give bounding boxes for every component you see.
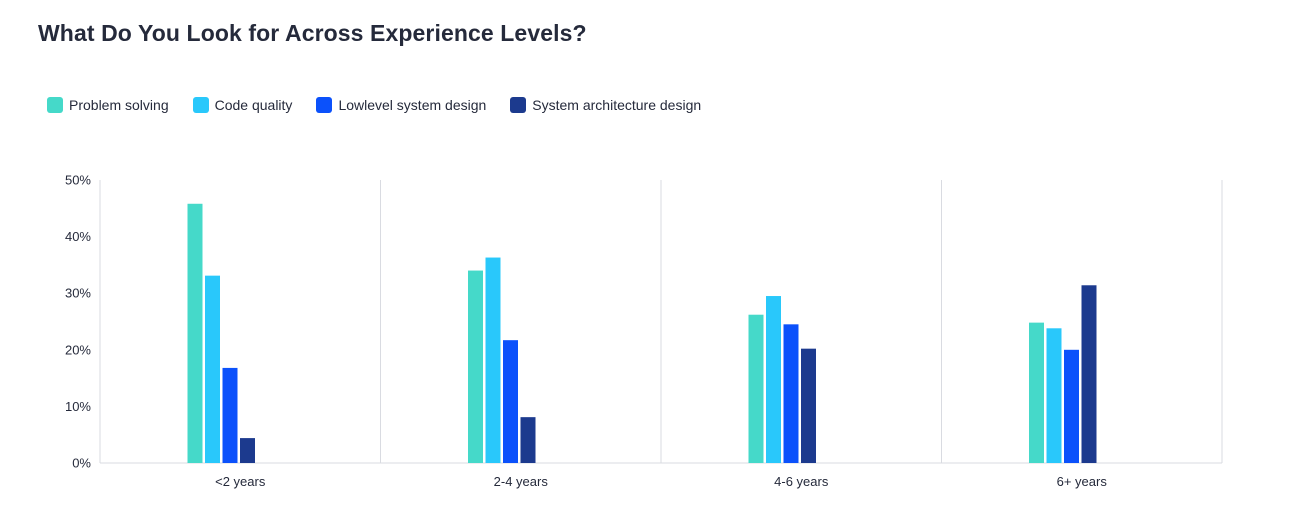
bar[interactable]: System architecture design — 4-6 years: … (801, 348, 816, 463)
bar[interactable]: Code quality — 6+ years: 23.8% (1046, 328, 1062, 463)
bar[interactable]: Problem solving — 4-6 years: 26.2% (748, 314, 764, 463)
bar[interactable]: System architecture design — 6+ years: 3… (1081, 285, 1097, 463)
legend-swatch-code-quality (192, 97, 209, 113)
x-tick-label: 4-6 years (774, 474, 829, 489)
y-tick-label: 50% (65, 173, 91, 188)
x-tick-label: 6+ years (1057, 474, 1108, 489)
legend-swatch-system-architecture-design (510, 97, 527, 113)
legend-label-system-architecture-design: System architecture design (532, 97, 702, 113)
bar[interactable]: Code quality — <2 years: 33.1% (205, 275, 220, 463)
bar[interactable]: Lowlevel system design — 6+ years: 20% (1064, 349, 1079, 463)
bar[interactable]: Lowlevel system design — <2 years: 16.8% (222, 367, 238, 463)
bar[interactable]: Lowlevel system design — 4-6 years: 24.5… (783, 324, 799, 463)
legend-label-code-quality: Code quality (214, 97, 293, 113)
chart-title: What Do You Look for Across Experience L… (38, 20, 587, 46)
legend-swatch-lowlevel-system-design (316, 97, 333, 113)
chart-legend: Problem solving Code quality Lowlevel sy… (47, 97, 725, 113)
legend-item-code-quality[interactable]: Code quality (192, 97, 293, 113)
bar[interactable]: Lowlevel system design — 2-4 years: 21.7… (503, 340, 518, 463)
bar[interactable]: Code quality — 2-4 years: 36.3% (485, 257, 501, 463)
y-tick-label: 40% (65, 229, 91, 244)
legend-label-lowlevel-system-design: Lowlevel system design (338, 97, 487, 113)
x-tick-label: 2-4 years (494, 474, 549, 489)
y-tick-label: 10% (65, 399, 91, 414)
legend-swatch-problem-solving (47, 97, 63, 113)
legend-item-problem-solving[interactable]: Problem solving (47, 97, 169, 113)
y-tick-label: 30% (65, 286, 91, 301)
bar[interactable]: Problem solving — 6+ years: 24.8% (1029, 322, 1044, 463)
legend-item-lowlevel-system-design[interactable]: Lowlevel system design (316, 97, 486, 113)
legend-item-system-architecture-design[interactable]: System architecture design (510, 97, 701, 113)
bar[interactable]: Code quality — 4-6 years: 29.5% (766, 296, 781, 463)
y-tick-label: 0% (72, 456, 91, 471)
x-tick-label: <2 years (215, 474, 266, 489)
bar[interactable]: System architecture design — 2-4 years: … (520, 417, 536, 463)
bar[interactable]: System architecture design — <2 years: 4… (240, 438, 255, 463)
bar[interactable]: Problem solving — 2-4 years: 34% (468, 270, 483, 463)
legend-label-problem-solving: Problem solving (69, 97, 169, 113)
y-tick-label: 20% (65, 342, 91, 357)
bar[interactable]: Problem solving — <2 years: 45.8% (187, 203, 203, 463)
